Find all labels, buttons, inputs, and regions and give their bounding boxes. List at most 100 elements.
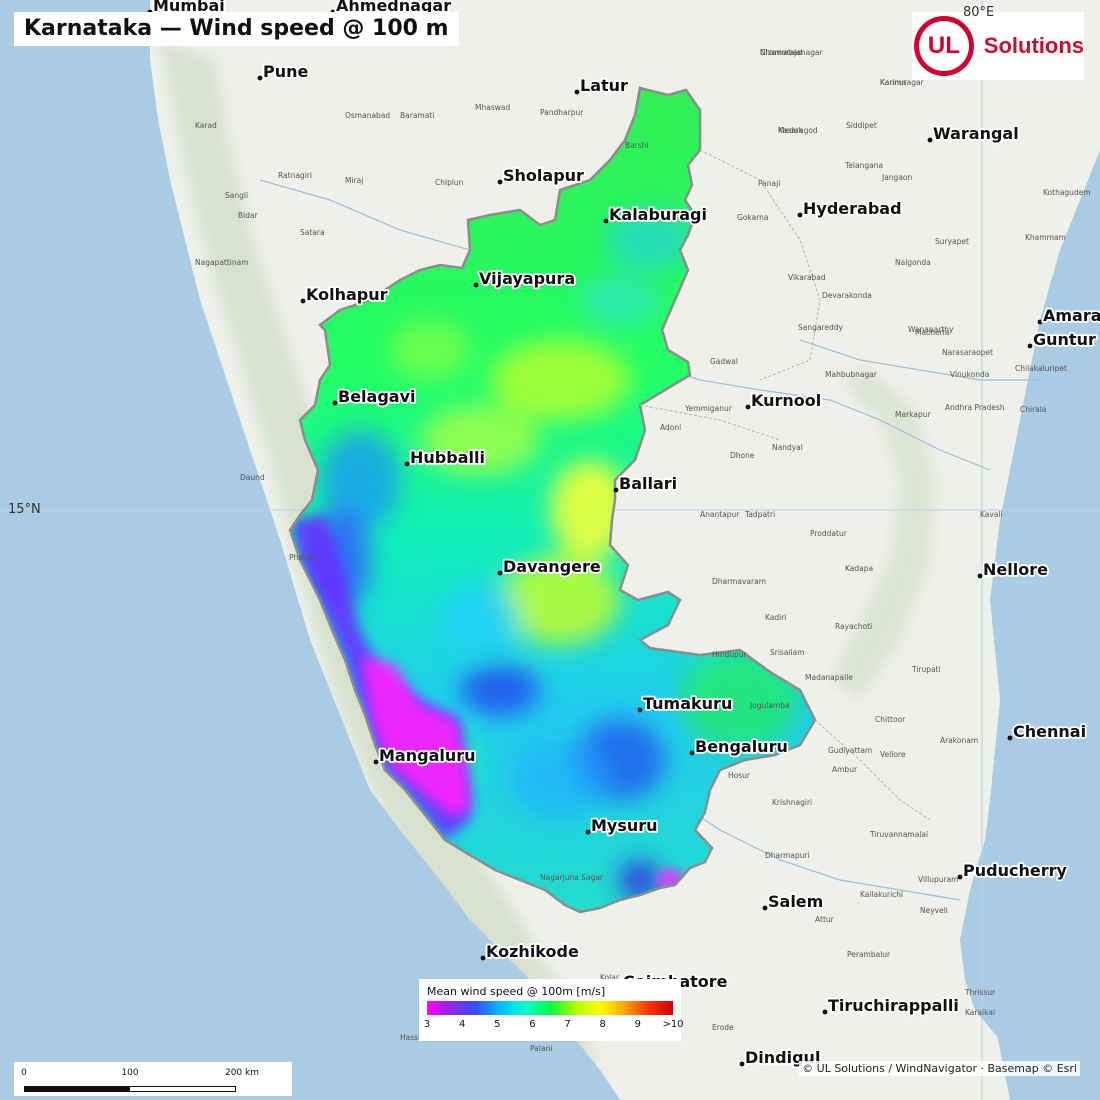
- minor-place-label: Ratnagiri: [278, 171, 312, 180]
- minor-place-label: Dhone: [730, 451, 755, 460]
- legend-tick: 6: [529, 1019, 536, 1030]
- minor-place-label: Kadiri: [765, 613, 786, 622]
- minor-place-label: Markapur: [895, 410, 931, 419]
- eastern-ghats-relief: [830, 370, 935, 700]
- city-labels: Mumbai AhmednagarPuneLaturSholapurKalabur…: [147, 0, 1100, 1069]
- minor-place-label: Pandharpur: [540, 108, 584, 117]
- minor-place-label: Sangareddy: [798, 323, 844, 332]
- city-label: Sholapur: [503, 166, 584, 185]
- ul-logo: UL Solutions: [912, 12, 1084, 80]
- city-dot: [574, 89, 580, 95]
- city-label: Belagavi: [338, 387, 416, 406]
- minor-place-label: Hassan: [400, 1033, 428, 1042]
- minor-place-label: Sangli: [225, 191, 248, 200]
- minor-place-label: Nalgonda: [895, 258, 931, 267]
- minor-place-label: Thrissur: [964, 988, 996, 997]
- minor-place-label: Wanaparthy: [908, 325, 954, 334]
- minor-place-label: Mhaswad: [475, 103, 510, 112]
- scale-label-100: 100: [121, 1068, 139, 1078]
- minor-place-label: Panaji: [758, 179, 780, 188]
- lon-label: 80°E: [963, 5, 995, 20]
- attribution: © UL Solutions / WindNavigator · Basemap…: [799, 1061, 1080, 1076]
- city-label: Vijayapura: [479, 269, 575, 288]
- city-label: Tiruchirappalli: [828, 996, 959, 1015]
- minor-place-label: Khammam: [1025, 233, 1066, 242]
- minor-place-label: Miraj: [345, 176, 363, 185]
- scale-label-0: 0: [21, 1068, 27, 1078]
- legend-tick: 9: [634, 1019, 642, 1030]
- map-title: Karnataka — Wind speed @ 100 m: [14, 12, 459, 46]
- city-label: Ballari: [619, 474, 677, 493]
- legend-colorbar: [427, 1001, 673, 1015]
- minor-place-label: Vinukonda: [950, 370, 989, 379]
- city-dot: [257, 75, 263, 81]
- minor-place-label: Daund: [240, 473, 265, 482]
- legend-tick: >10: [662, 1019, 684, 1030]
- minor-place-label: Tadpatri: [744, 510, 775, 519]
- minor-place-label: Rayachoti: [835, 622, 872, 631]
- minor-place-label: Karaikal: [965, 1008, 995, 1017]
- minor-place-label: Kadapa: [845, 564, 873, 573]
- minor-place-label: Karur: [700, 976, 721, 985]
- minor-place-label: Madanapalle: [805, 673, 853, 682]
- city-dot: [957, 874, 963, 880]
- minor-place-label: Kavali: [980, 510, 1003, 519]
- minor-place-label: Macherla: [915, 328, 949, 337]
- minor-place-labels: Nizamabad Karimnagar Medak Siddipet Telangan…: [195, 48, 1091, 1053]
- minor-place-label: Baramati: [400, 111, 434, 120]
- minor-place-label: Chittoor: [875, 715, 906, 724]
- minor-place-label: Nagapattinam: [195, 258, 249, 267]
- minor-place-label: Tiruvannamalai: [869, 830, 928, 839]
- city-dot: [977, 573, 983, 579]
- city-label: Guntur: [1033, 330, 1096, 349]
- admin-boundaries: [639, 149, 931, 821]
- city-dot: [497, 570, 503, 576]
- minor-place-label: Attur: [815, 915, 835, 924]
- scale-bar: 0 100 200 km: [14, 1062, 292, 1096]
- city-label: Salem: [768, 892, 823, 911]
- city-label: Amaravati: [1043, 306, 1100, 325]
- city-label: Nellore: [983, 560, 1048, 579]
- legend: Mean wind speed @ 100m [m/s] 3 4 5 6 7 8 9 >10: [419, 979, 684, 1041]
- minor-place-label: Villupuram: [918, 875, 958, 884]
- city-dot: [480, 955, 486, 961]
- minor-place-label: Chamarajanagar: [760, 48, 824, 57]
- minor-place-label: Dharmapuri: [765, 851, 810, 860]
- city-label: Puducherry: [963, 861, 1067, 880]
- city-dot: [1007, 735, 1013, 741]
- minor-place-label: Nagarjuna Sagar: [540, 873, 604, 882]
- minor-place-label: Proddatur: [810, 529, 848, 538]
- western-ghats-relief: [160, 40, 600, 1100]
- arabian-sea: [0, 0, 620, 1100]
- city-label: Bengaluru: [695, 737, 788, 756]
- legend-tick: 8: [599, 1019, 606, 1030]
- city-dot: [797, 212, 803, 218]
- ul-logo-mark: UL: [914, 16, 974, 76]
- lat-label: 15°N: [8, 502, 41, 517]
- city-label: Tumakuru: [643, 694, 732, 713]
- city-dot: [1027, 343, 1033, 349]
- minor-place-label: Kasaragod: [778, 126, 818, 135]
- minor-place-label: Mahbubnagar: [825, 370, 878, 379]
- minor-place-label: Ambur: [832, 765, 858, 774]
- minor-place-label: Nandyal: [772, 443, 803, 452]
- minor-place-label: Neyveli: [920, 906, 948, 915]
- minor-place-label: Andhra Pradesh: [945, 403, 1005, 412]
- ul-logo-text: Solutions: [983, 33, 1084, 58]
- city-dot: [637, 707, 643, 713]
- minor-place-label: Suryapet: [935, 237, 969, 246]
- city-label: Mysuru: [591, 816, 658, 835]
- minor-place-label: Perambalur: [847, 950, 891, 959]
- city-label: Latur: [580, 76, 628, 95]
- scale-line: [24, 1086, 236, 1092]
- minor-place-label: Dharmavaram: [712, 577, 766, 586]
- minor-place-label: Gokarna: [737, 213, 769, 222]
- minor-place-label: Karad: [195, 121, 217, 130]
- city-label: Kolhapur: [306, 285, 388, 304]
- city-label: Hyderabad: [803, 199, 902, 218]
- minor-place-label: Hindupur: [712, 650, 748, 659]
- city-label: Chennai: [1013, 722, 1086, 741]
- minor-place-label: Chiplun: [435, 178, 464, 187]
- legend-tick: 5: [494, 1019, 501, 1030]
